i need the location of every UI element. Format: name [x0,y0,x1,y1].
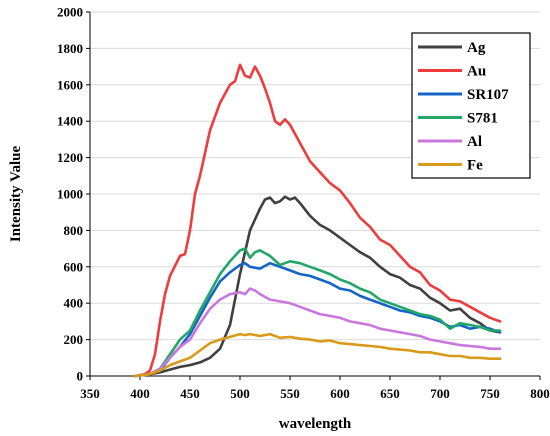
x-tick-label: 500 [230,386,250,401]
series-line-fe [133,332,502,378]
y-tick-label: 200 [64,332,84,347]
x-tick-label: 750 [480,386,500,401]
legend-box [411,32,531,179]
series-lines [133,63,502,378]
y-tick-label: 1800 [57,41,83,56]
legend: Ag Au SR107 S781 Al Fe [411,32,531,179]
legend-label: S781 [467,111,498,127]
y-tick-label: 800 [64,223,84,238]
x-axis-title: wavelength [279,416,352,432]
y-tick-label: 0 [77,369,84,384]
y-tick-label: 400 [64,296,84,311]
series-line-ag [133,195,502,378]
series-line-s781 [133,247,502,378]
series-line-sr107 [133,261,502,378]
legend-label: Ag [467,40,486,56]
legend-label: Fe [467,158,483,174]
series-line-au [133,63,502,378]
y-tick-label: 1200 [57,150,83,165]
y-tick-label: 1000 [57,187,83,202]
series-line-al [133,287,502,378]
x-tick-label: 800 [530,386,550,401]
y-tick-label: 1400 [57,114,83,129]
legend-label: Al [467,134,482,150]
y-axis-title: Intensity Value [8,146,24,243]
x-tick-label: 450 [180,386,200,401]
x-tick-label: 600 [330,386,350,401]
x-tick-label: 700 [430,386,450,401]
legend-label: Au [467,64,486,80]
legend-label: SR107 [467,87,509,103]
y-tick-label: 2000 [57,5,83,20]
y-tick-labels: 0 200 400 600 800 1000 1200 1400 1600 1800 2000 [57,5,90,384]
x-tick-label: 400 [130,386,150,401]
x-tick-label: 350 [80,386,100,401]
gridlines [90,11,540,341]
y-tick-label: 600 [64,259,84,274]
y-tick-label: 1600 [57,77,83,92]
x-tick-label: 650 [380,386,400,401]
x-tick-labels: 350 400 450 500 550 600 650 700 750 800 [80,376,550,401]
x-tick-label: 550 [280,386,300,401]
